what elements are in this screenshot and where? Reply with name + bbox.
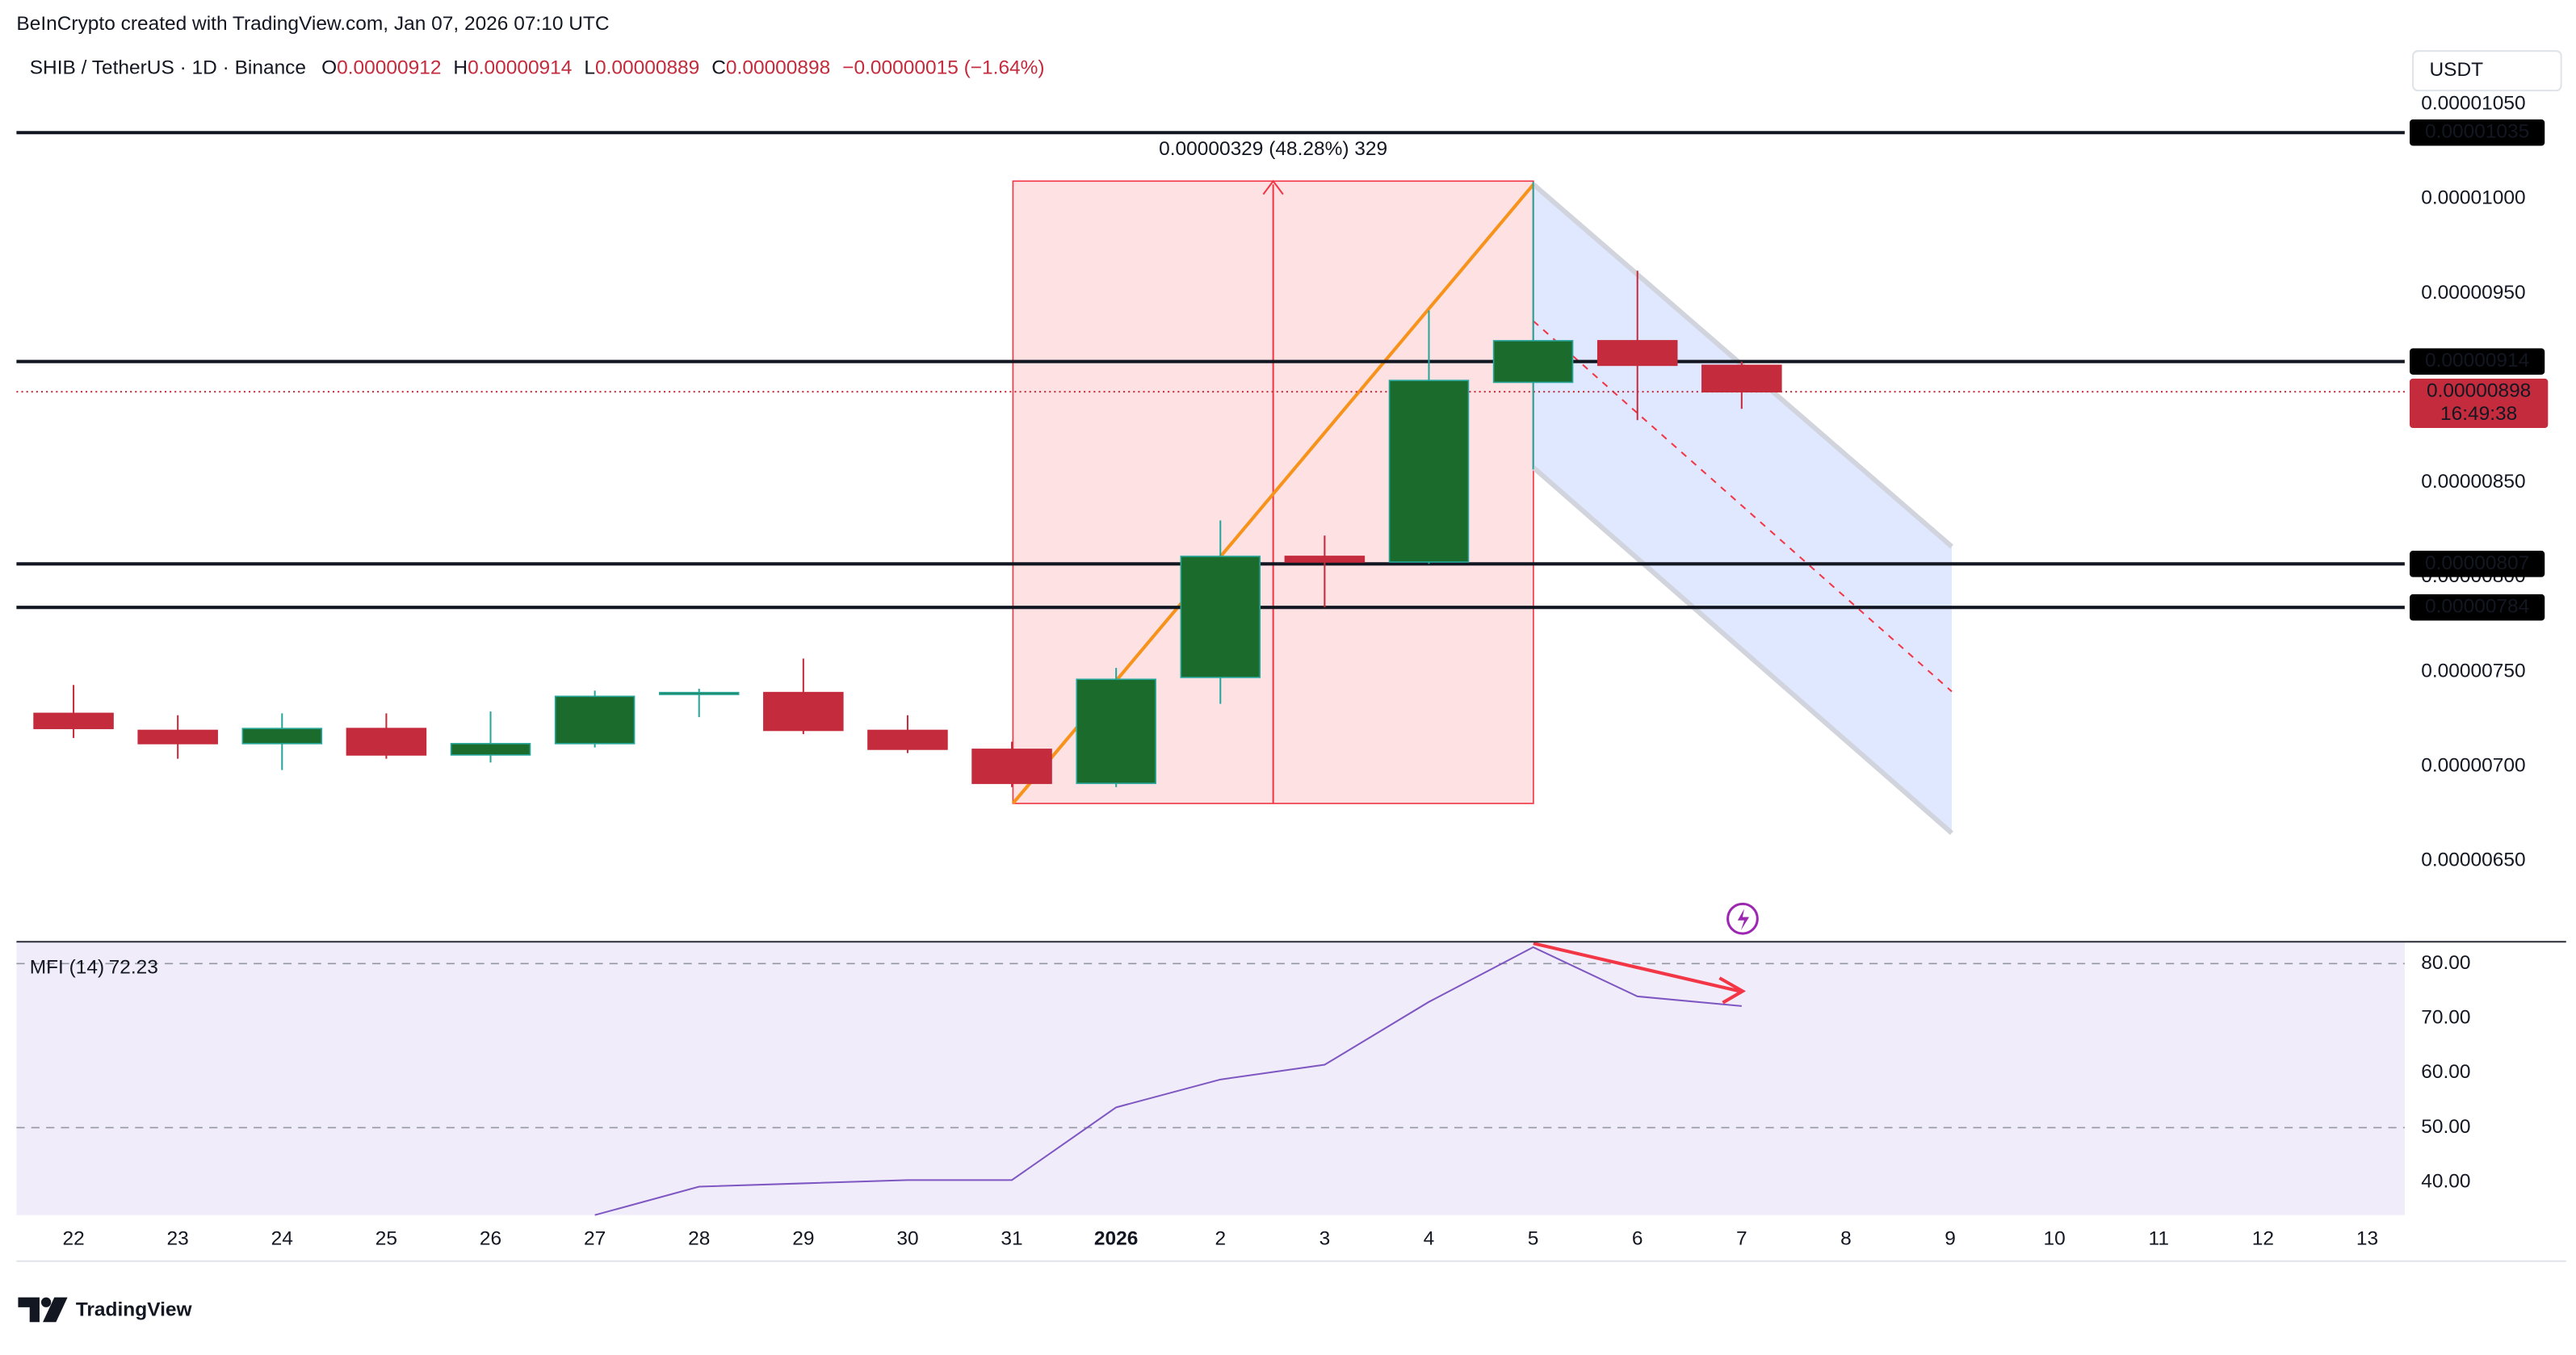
symbol: SHIB / TetherUS · 1D · Binance xyxy=(30,57,306,79)
level-label: 0.00000784 xyxy=(2425,596,2529,618)
mfi-title: MFI (14) xyxy=(30,956,104,978)
candle-body xyxy=(346,728,427,756)
x-tick-label: 3 xyxy=(1319,1228,1331,1250)
x-tick-label: 5 xyxy=(1528,1228,1539,1250)
y-tick-label: 0.00000850 xyxy=(2421,471,2525,493)
candle-body xyxy=(1076,678,1156,784)
candle-body xyxy=(1180,556,1261,678)
logo: TradingView xyxy=(18,1297,193,1323)
x-tick-label: 22 xyxy=(62,1228,84,1250)
candle-body xyxy=(1701,364,1782,392)
ohlc-key: O xyxy=(321,57,337,79)
logo-mark xyxy=(18,1297,40,1323)
y-tick-label: 0.00001050 xyxy=(2421,93,2525,115)
x-tick-label: 23 xyxy=(167,1228,189,1250)
candle-body xyxy=(1284,556,1366,563)
x-tick-label: 27 xyxy=(584,1228,606,1250)
currency[interactable]: USDT xyxy=(2429,59,2483,81)
y-tick-label: 0.00001000 xyxy=(2421,187,2525,209)
x-tick-label: 30 xyxy=(896,1228,918,1250)
x-tick-label: 2 xyxy=(1215,1228,1226,1250)
divergence-arrowhead xyxy=(1718,976,1747,1005)
candle-body xyxy=(1596,340,1678,367)
candle-body xyxy=(1492,340,1574,384)
y-tick-label: 70.00 xyxy=(2421,1006,2470,1028)
logo-mark xyxy=(40,1297,52,1307)
x-tick-label: 13 xyxy=(2356,1228,2378,1250)
change: −0.00000015 (−1.64%) xyxy=(842,57,1044,79)
currency-box[interactable] xyxy=(2412,50,2562,92)
x-tick-label: 6 xyxy=(1632,1228,1643,1250)
ohlc-key: H xyxy=(453,57,468,79)
y-tick-label: 50.00 xyxy=(2421,1116,2470,1138)
candle-body xyxy=(658,691,740,695)
ohlc-value: 0.00000889 xyxy=(595,57,699,79)
channel-mid xyxy=(1533,320,1953,693)
x-tick-label: 2026 xyxy=(1094,1228,1138,1250)
logo-text: TradingView xyxy=(76,1298,193,1320)
x-tick-label: 4 xyxy=(1424,1228,1435,1250)
candle-body xyxy=(971,749,1052,784)
level-label-box xyxy=(2409,594,2545,621)
y-tick-label: 80.00 xyxy=(2421,952,2470,974)
divergence-arrow xyxy=(1533,942,1740,993)
x-tick-label: 8 xyxy=(1840,1228,1852,1250)
y-tick-label: 0.00000950 xyxy=(2421,282,2525,304)
x-tick-label: 24 xyxy=(271,1228,293,1250)
series-layer: 0.000006500.000007000.000007500.00000800… xyxy=(16,93,2549,1250)
candle-body xyxy=(763,691,844,732)
symbol-line: SHIB / TetherUS · 1D · Binance O0.000009… xyxy=(30,57,1045,79)
ohlc-value: 0.00000914 xyxy=(468,57,572,79)
x-tick-label: 11 xyxy=(2149,1228,2169,1250)
x-tick-label: 10 xyxy=(2044,1228,2066,1250)
x-tick-label: 26 xyxy=(480,1228,501,1250)
x-tick-label: 7 xyxy=(1736,1228,1747,1250)
mfi-background xyxy=(16,942,2405,1215)
y-tick-label: 0.00000700 xyxy=(2421,754,2525,776)
candle-body xyxy=(33,712,114,729)
event-icon-bolt xyxy=(1737,908,1750,930)
level-label: 0.00000914 xyxy=(2425,350,2529,371)
level-label: 0.00000807 xyxy=(2425,552,2529,574)
ohlc-key: L xyxy=(584,57,595,79)
x-tick-label: 12 xyxy=(2252,1228,2274,1250)
credit: BeInCrypto created with TradingView.com,… xyxy=(16,13,609,35)
candle-body xyxy=(137,729,218,745)
mfi-line xyxy=(594,946,1742,1216)
countdown: 16:49:38 xyxy=(2440,403,2517,425)
ohlc-value: 0.00000898 xyxy=(726,57,830,79)
ohlc-value: 0.00000912 xyxy=(337,57,441,79)
ohlc-key: C xyxy=(711,57,726,79)
x-tick-label: 25 xyxy=(375,1228,397,1250)
y-tick-label: 0.00000750 xyxy=(2421,660,2525,682)
level-label-box xyxy=(2409,119,2545,146)
y-tick-label: 60.00 xyxy=(2421,1061,2470,1083)
candle-body xyxy=(1388,380,1470,563)
level-label-box xyxy=(2409,348,2545,375)
level-label-box xyxy=(2409,551,2545,577)
y-tick-label: 0.00000650 xyxy=(2421,849,2525,871)
x-tick-label: 29 xyxy=(792,1228,814,1250)
last-price-label: 0.00000898 xyxy=(2427,380,2531,402)
candle-body xyxy=(867,729,948,750)
candle-body xyxy=(554,695,636,745)
x-tick-label: 31 xyxy=(1001,1228,1022,1250)
x-tick-label: 28 xyxy=(688,1228,710,1250)
candle-body xyxy=(450,743,531,756)
y-tick-label: 40.00 xyxy=(2421,1171,2470,1193)
measure-label: 0.00000329 (48.28%) 329 xyxy=(1159,138,1387,160)
channel-edge xyxy=(1531,465,1953,835)
logo-mark xyxy=(43,1297,68,1323)
mfi-value: 72.23 xyxy=(109,956,158,978)
candle-body xyxy=(241,728,323,745)
last-price-box xyxy=(2409,378,2549,429)
level-label: 0.00001035 xyxy=(2425,121,2529,143)
x-tick-label: 9 xyxy=(1945,1228,1956,1250)
measure-arrowhead xyxy=(1262,179,1284,195)
